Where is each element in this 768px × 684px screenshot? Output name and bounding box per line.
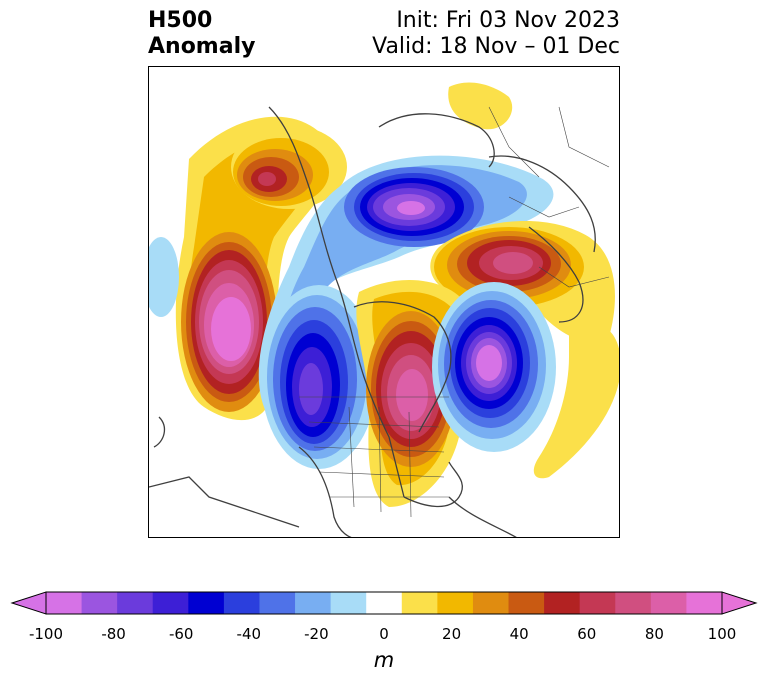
colorbar-tick-label: -60 [168, 625, 194, 643]
colorbar-cell [650, 592, 687, 614]
colorbar-tick-label: 40 [509, 625, 529, 643]
colorbar-extend-high [721, 591, 758, 615]
colorbar-cell [330, 592, 367, 614]
west-us-trough [261, 285, 377, 469]
colorbar-tick-label: 0 [379, 625, 389, 643]
pacific-trough-edge [149, 237, 179, 317]
anomaly-shading [149, 82, 619, 507]
borders [299, 106, 610, 518]
colorbar [10, 591, 758, 615]
siberia-ridge [448, 82, 513, 130]
init-time: Init: Fri 03 Nov 2023 [396, 8, 620, 33]
colorbar-cell [46, 592, 83, 614]
colorbar-tick-label: 20 [442, 625, 462, 643]
colorbar-cell [223, 592, 260, 614]
colorbar-cell [686, 592, 723, 614]
colorbar-cell [472, 592, 510, 614]
colorbar-cell [508, 592, 545, 614]
colorbar-cell [544, 592, 581, 614]
colorbar-cell [81, 592, 118, 614]
colorbar-cell [366, 592, 403, 614]
map-canvas [149, 82, 619, 537]
coastlines [149, 106, 596, 537]
colorbar-cell [437, 592, 474, 614]
title-left: H500 Anomaly [148, 8, 255, 60]
colorbar-cell [295, 592, 332, 614]
colorbar-outline [45, 591, 723, 615]
colorbar-tick-label: 100 [707, 625, 737, 643]
colorbar-tick-label: 60 [577, 625, 597, 643]
arctic-trough [258, 155, 554, 441]
colorbar-units: m [373, 648, 395, 672]
colorbar-tick-label: -40 [236, 625, 262, 643]
scandinavia-ridge [430, 220, 615, 343]
colorbar-cell [401, 592, 438, 614]
atlantic-trough [432, 282, 556, 452]
alaska-ridge [231, 125, 347, 209]
east-atlantic-ridge [533, 323, 619, 479]
colorbar-cell [579, 592, 616, 614]
colorbar-cell [152, 592, 189, 614]
colorbar-extend-low [10, 591, 47, 615]
title-field: Anomaly [148, 34, 256, 59]
colorbar-tick-label: -80 [101, 625, 126, 643]
colorbar-cell [188, 592, 225, 614]
colorbar-cell [259, 592, 296, 614]
valid-period: Valid: 18 Nov – 01 Dec [372, 34, 620, 59]
anomaly-map [148, 66, 620, 538]
colorbar-tick-label: -100 [28, 625, 64, 643]
colorbar-tick-label: 80 [644, 625, 664, 643]
colorbar-cell [615, 592, 652, 614]
title-variable: H500 [148, 8, 213, 33]
title-right: Init: Fri 03 Nov 2023 Valid: 18 Nov – 01… [372, 8, 620, 60]
colorbar-tick-label: -20 [304, 625, 329, 643]
colorbar-cell [117, 592, 154, 614]
